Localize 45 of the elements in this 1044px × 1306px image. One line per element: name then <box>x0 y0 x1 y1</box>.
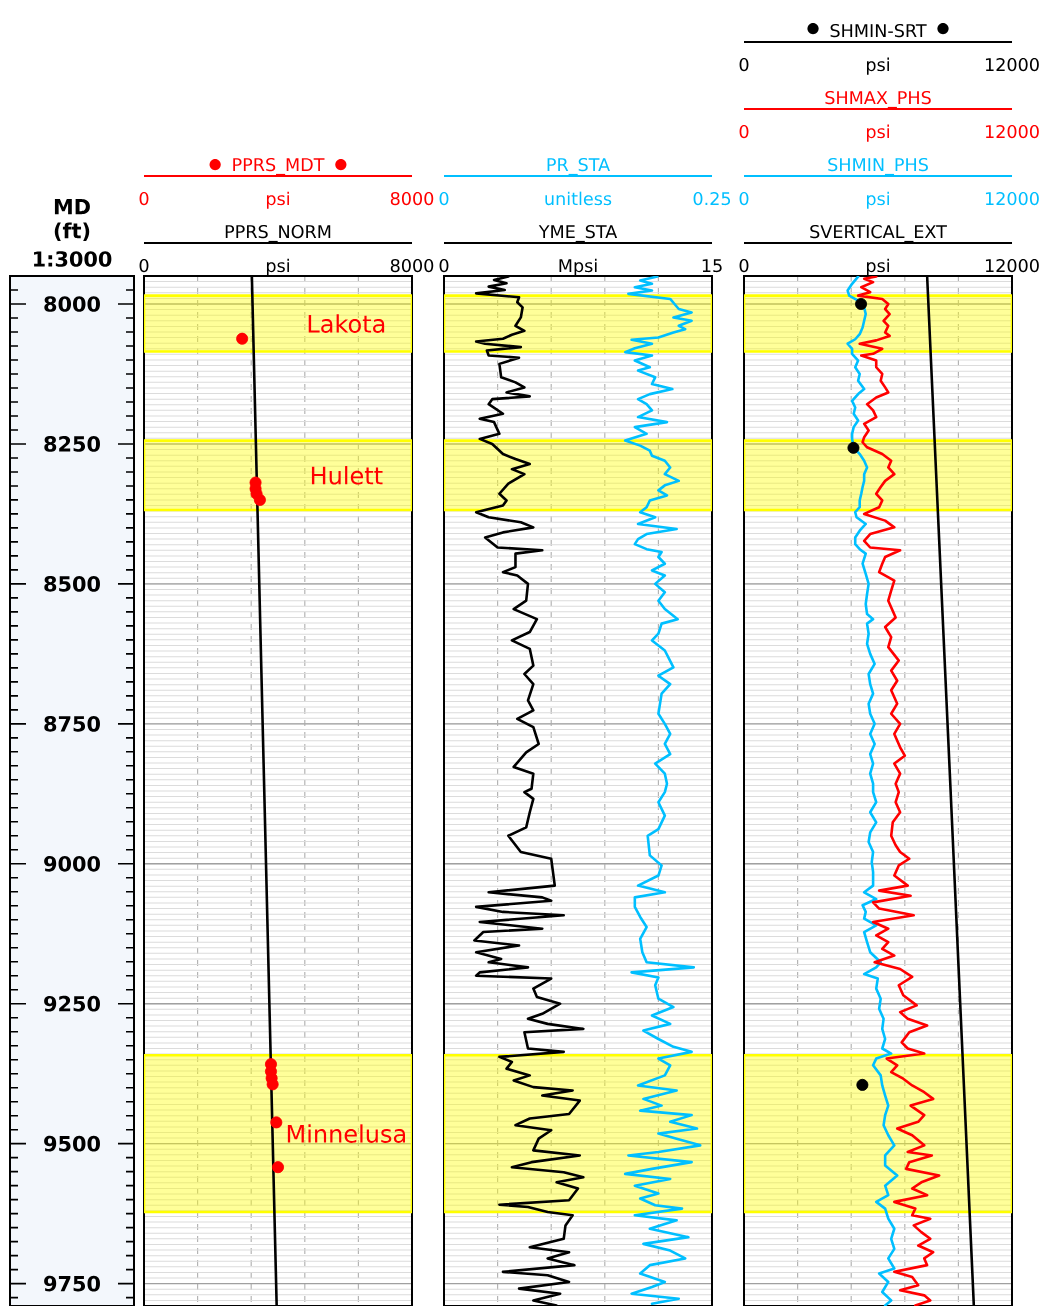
text: PR_STA <box>547 157 610 176</box>
y-tick-label: 9750 <box>44 1275 100 1292</box>
text: 12000 <box>985 57 1039 72</box>
x2-axis-title: psi <box>266 191 289 209</box>
band-label: Hulett <box>311 466 383 485</box>
band-label: Lakota <box>308 314 385 333</box>
text: SHMIN_PHS <box>828 157 928 176</box>
y-tick-label: 9500 <box>44 1135 100 1152</box>
y-tick-label: 8250 <box>44 436 100 452</box>
x2-tick-label: 0 <box>739 191 749 206</box>
text: 0 <box>739 124 749 139</box>
y-tick-label: 9000 <box>44 855 100 872</box>
legend-label: SHMIN-SRT <box>830 23 927 38</box>
x-tick-label: 0 <box>439 258 449 273</box>
x2-axis-title: unitless <box>545 191 612 206</box>
x-tick-label: 12000 <box>985 258 1039 273</box>
x2-tick-label: 0.25 <box>693 191 731 206</box>
y-tick-label: 8000 <box>44 296 100 312</box>
legend-label: PPRS_MDT <box>233 157 325 176</box>
x-tick-label: 8000 <box>390 258 434 273</box>
x2-axis-title: psi <box>866 191 889 209</box>
text: 1:3000 <box>34 251 112 267</box>
y-axis-title: MD (ft) <box>54 199 90 241</box>
y-tick-label: 8750 <box>44 715 100 732</box>
text: 0 <box>739 57 749 72</box>
text: psi <box>866 124 889 142</box>
x-tick-label: 15 <box>702 259 722 273</box>
text: PPRS_NORM <box>225 224 331 243</box>
y-tick-label: 8500 <box>44 576 100 592</box>
x2-tick-label: 12000 <box>985 191 1039 206</box>
y-tick-label: 9250 <box>44 995 100 1012</box>
text: SVERTICAL_EXT <box>810 224 947 243</box>
x-axis-title: Mpsi <box>559 258 597 276</box>
x-tick-label: 0 <box>739 258 749 273</box>
text: YME_STA <box>538 224 618 243</box>
x2-tick-label: 0 <box>439 191 449 206</box>
x-tick-label: 0 <box>139 258 149 273</box>
band-label: Minnelusa <box>287 1124 405 1143</box>
x-axis-title: psi <box>866 258 889 276</box>
x-axis-title: psi <box>266 258 289 276</box>
text: psi <box>866 57 889 75</box>
text: SHMAX_PHS <box>825 90 931 109</box>
x2-tick-label: 0 <box>139 191 149 206</box>
x2-tick-label: 8000 <box>390 191 434 206</box>
text: 12000 <box>985 124 1039 139</box>
